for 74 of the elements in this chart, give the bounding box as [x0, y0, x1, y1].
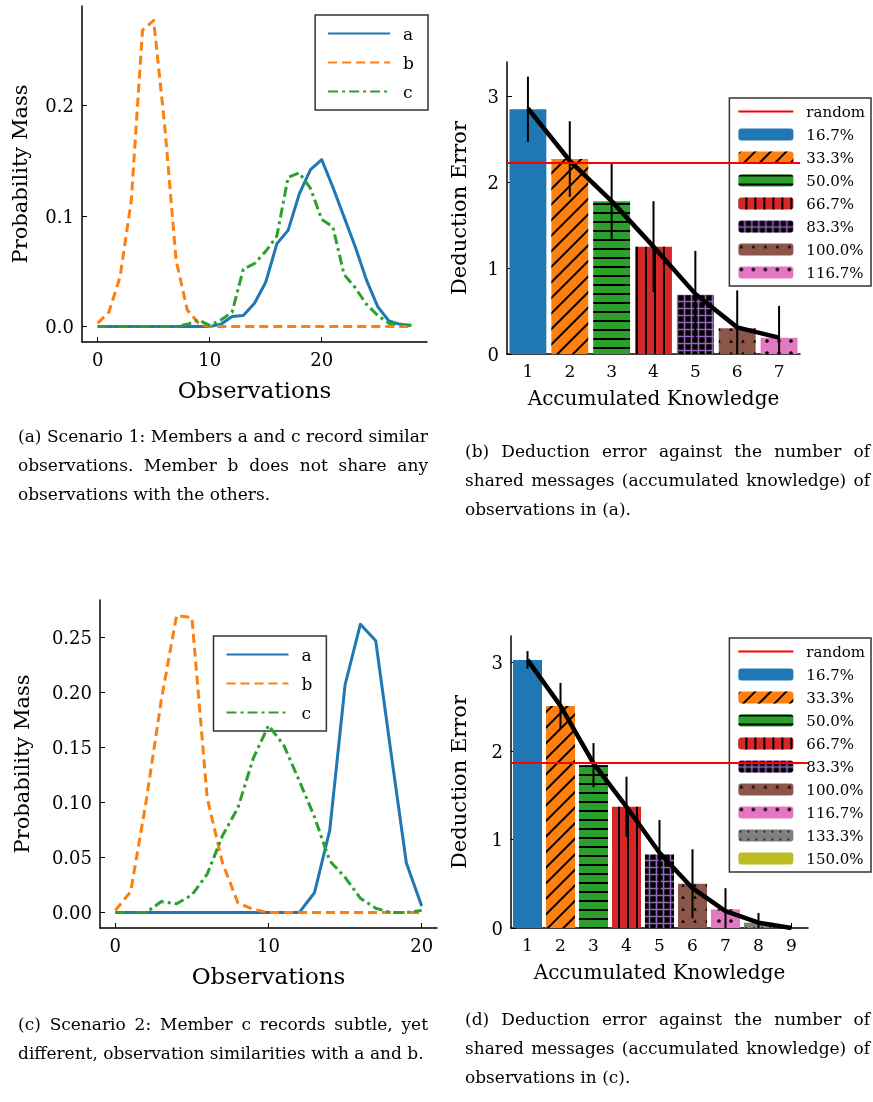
- y-tick-label: 0.25: [51, 626, 92, 648]
- y-tick-label: 0: [491, 917, 503, 939]
- y-axis-title: Deduction Error: [446, 694, 471, 870]
- x-tick-label: 5: [654, 934, 665, 955]
- y-tick-label: 1: [487, 257, 499, 279]
- x-axis-title: Observations: [177, 376, 332, 403]
- x-tick-label: 7: [773, 360, 785, 381]
- text: (b) Deduction error against the number of shared messages (accumulated knowledge) of observations in (a).: [465, 440, 870, 521]
- y-tick-label: 1: [491, 829, 503, 851]
- x-tick-label: 10: [257, 934, 280, 956]
- legend-label: 16.7%: [806, 665, 855, 684]
- x-tick-label: 4: [648, 360, 659, 381]
- legend-label: 100.0%: [806, 780, 864, 799]
- y-tick-label: 0.00: [51, 902, 92, 924]
- legend-label: 16.7%: [806, 125, 855, 144]
- legend-label: 150.0%: [806, 849, 864, 868]
- y-axis-title: Probability Mass: [7, 84, 32, 264]
- x-tick-label: 1: [522, 360, 534, 381]
- text: (a) Scenario 1: Members a and c record similar observations. Member b does not share any observations with the others.: [18, 425, 428, 506]
- legend-label: 50.0%: [806, 171, 855, 190]
- legend-label: a: [403, 23, 414, 44]
- legend-label: 116.7%: [806, 263, 864, 282]
- y-tick-label: 3: [487, 85, 499, 107]
- x-tick-label: 6: [731, 360, 743, 381]
- legend-label: 50.0%: [806, 711, 855, 730]
- text: (d) Deduction error against the number of shared messages (accumulated knowledge) of observations in (c).: [465, 1008, 870, 1089]
- y-tick-label: 0.0: [45, 316, 74, 338]
- x-tick-label: 0: [109, 934, 122, 956]
- legend-label: c: [301, 702, 312, 723]
- legend-label: b: [301, 673, 313, 694]
- x-axis-title: Observations: [191, 962, 346, 989]
- legend-label: 33.3%: [806, 688, 855, 707]
- x-tick-label: 7: [720, 934, 731, 955]
- line-series: [113, 723, 424, 915]
- x-tick-label: 10: [198, 348, 222, 370]
- y-tick-label: 0.05: [51, 847, 92, 869]
- legend-label: 83.3%: [806, 757, 855, 776]
- x-tick-label: 2: [555, 934, 566, 955]
- x-tick-label: 2: [564, 360, 576, 381]
- y-tick-label: 0.15: [51, 736, 92, 758]
- legend-label: random: [806, 642, 866, 661]
- legend-label: 116.7%: [806, 803, 864, 822]
- x-tick-label: 1: [522, 934, 533, 955]
- legend-label: a: [301, 644, 312, 665]
- legend-label: 83.3%: [806, 217, 855, 236]
- legend-label: b: [403, 52, 415, 73]
- text: (c) Scenario 2: Member c records subtle, yet different, observation similarities with a and b.: [18, 1013, 428, 1065]
- legend-label: random: [806, 102, 866, 121]
- x-tick-label: 3: [606, 360, 618, 381]
- x-tick-label: 20: [310, 348, 334, 370]
- legend-label: c: [403, 81, 413, 102]
- legend-label: 133.3%: [806, 826, 864, 845]
- legend-label: 33.3%: [806, 148, 855, 167]
- y-axis-title: Deduction Error: [446, 120, 471, 296]
- x-tick-label: 9: [786, 934, 797, 955]
- y-tick-label: 0.10: [51, 792, 92, 814]
- x-axis-title: Accumulated Knowledge: [526, 386, 780, 410]
- x-tick-label: 6: [687, 934, 698, 955]
- legend-label: 100.0%: [806, 240, 864, 259]
- y-tick-label: 0.1: [45, 205, 74, 227]
- x-tick-label: 4: [621, 934, 632, 955]
- y-tick-label: 0.2: [45, 94, 74, 116]
- x-tick-label: 3: [588, 934, 599, 955]
- legend-label: 66.7%: [806, 734, 855, 753]
- x-axis-title: Accumulated Knowledge: [532, 960, 786, 984]
- y-axis-title: Probability Mass: [9, 674, 34, 854]
- x-tick-label: 8: [753, 934, 764, 955]
- y-tick-label: 2: [491, 740, 503, 762]
- legend-label: 66.7%: [806, 194, 855, 213]
- y-tick-label: 3: [491, 652, 503, 674]
- y-tick-label: 2: [487, 171, 499, 193]
- x-tick-label: 5: [689, 360, 701, 381]
- y-tick-label: 0.20: [51, 681, 92, 703]
- x-tick-label: 20: [410, 934, 434, 956]
